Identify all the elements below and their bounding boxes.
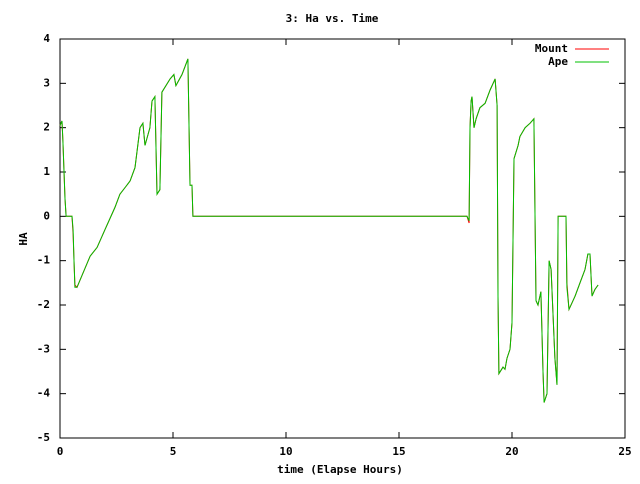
legend-label: Mount bbox=[535, 42, 568, 55]
chart-title: 3: Ha vs. Time bbox=[286, 12, 379, 25]
x-tick-label: 5 bbox=[170, 445, 177, 458]
y-tick-label: 0 bbox=[43, 209, 50, 222]
y-tick-label: -1 bbox=[37, 254, 51, 267]
y-tick-label: -5 bbox=[37, 431, 50, 444]
y-tick-label: -2 bbox=[37, 298, 50, 311]
y-tick-label: 1 bbox=[43, 165, 50, 178]
y-tick-label: 3 bbox=[43, 76, 50, 89]
y-axis-label: HA bbox=[17, 232, 30, 246]
x-tick-label: 25 bbox=[618, 445, 631, 458]
x-tick-label: 15 bbox=[392, 445, 405, 458]
plot-border bbox=[59, 38, 626, 439]
y-tick-label: -3 bbox=[37, 342, 50, 355]
x-tick-label: 0 bbox=[57, 445, 64, 458]
legend-label: Ape bbox=[548, 55, 568, 68]
x-axis-label: time (Elapse Hours) bbox=[277, 463, 403, 476]
y-tick-label: 2 bbox=[43, 121, 50, 134]
y-tick-label: 4 bbox=[43, 32, 50, 45]
y-tick-label: -4 bbox=[37, 387, 51, 400]
x-tick-label: 10 bbox=[279, 445, 292, 458]
x-tick-label: 20 bbox=[505, 445, 518, 458]
series-line bbox=[59, 58, 599, 403]
